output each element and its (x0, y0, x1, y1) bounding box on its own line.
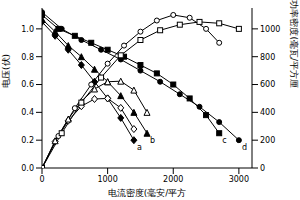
svg-text:c: c (222, 136, 226, 145)
svg-text:a: a (137, 143, 142, 152)
svg-text:0: 0 (260, 164, 265, 173)
svg-text:3000: 3000 (229, 175, 249, 184)
svg-text:0.0: 0.0 (21, 164, 34, 173)
svg-text:电压(伏): 电压(伏) (1, 54, 11, 88)
svg-text:200: 200 (260, 136, 275, 145)
svg-text:1000: 1000 (260, 25, 280, 34)
svg-text:0.6: 0.6 (21, 80, 34, 89)
svg-text:1.0: 1.0 (21, 25, 34, 34)
svg-text:0.8: 0.8 (21, 53, 34, 62)
svg-text:600: 600 (260, 80, 275, 89)
svg-text:功率密度(毫瓦/平方厘: 功率密度(毫瓦/平方厘 (289, 0, 299, 88)
svg-text:0.2: 0.2 (21, 136, 34, 145)
svg-text:800: 800 (260, 53, 275, 62)
svg-text:d: d (242, 143, 247, 152)
svg-text:400: 400 (260, 108, 275, 117)
svg-text:b: b (150, 136, 155, 145)
svg-text:0.4: 0.4 (21, 108, 34, 117)
svg-text:2000: 2000 (163, 175, 183, 184)
svg-text:1000: 1000 (97, 175, 117, 184)
svg-text:0: 0 (39, 175, 44, 184)
svg-text:电流密度(毫安/平方: 电流密度(毫安/平方 (108, 188, 187, 198)
